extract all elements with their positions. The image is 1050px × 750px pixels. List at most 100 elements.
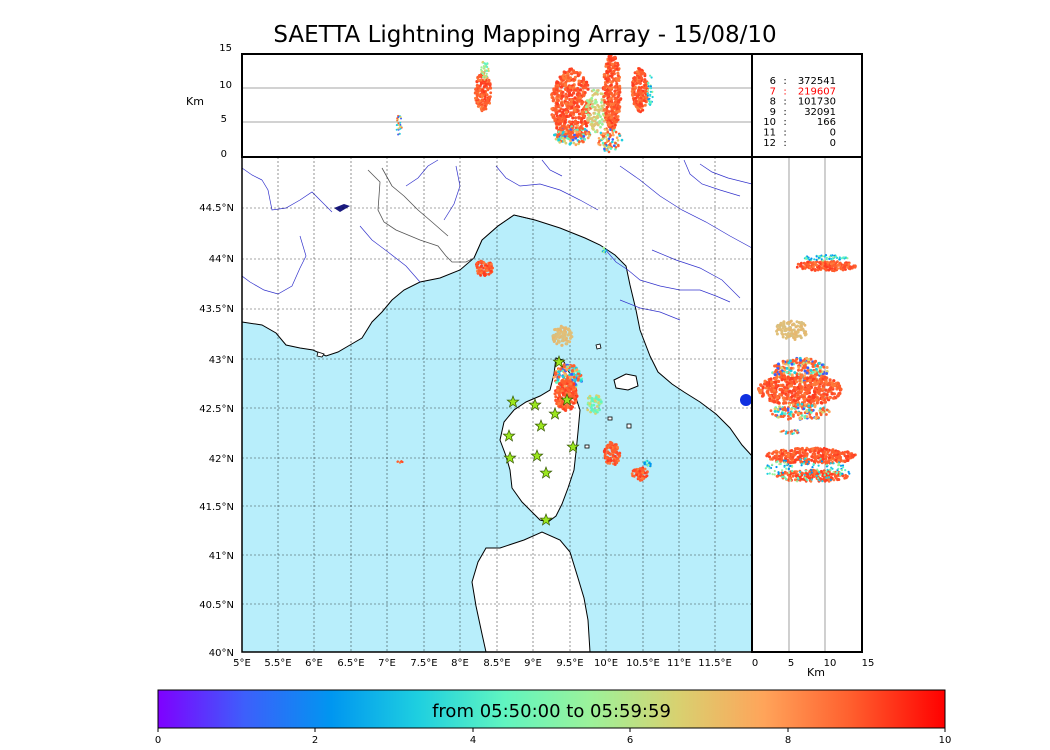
lightning-source	[785, 333, 789, 337]
lightning-source	[476, 83, 479, 87]
colorbar-tick: 2	[312, 735, 318, 746]
lightning-source	[813, 380, 817, 384]
lightning-source	[802, 407, 806, 411]
lightning-source	[399, 123, 402, 126]
lightning-source	[823, 255, 826, 258]
lightning-source	[398, 461, 402, 464]
lightning-source	[770, 457, 774, 461]
lightning-source	[483, 273, 487, 277]
lightning-source	[594, 396, 598, 399]
lightning-source	[568, 134, 572, 138]
lightning-source	[634, 468, 637, 472]
lightning-source	[605, 138, 609, 141]
lightning-source	[591, 126, 594, 130]
lightning-source	[803, 473, 806, 476]
lightning-source	[572, 141, 576, 145]
lightning-source	[478, 269, 481, 273]
lightning-source	[607, 77, 611, 81]
lightning-source	[821, 395, 825, 399]
lightning-source	[593, 409, 597, 412]
lightning-source	[846, 459, 850, 462]
lightning-source	[783, 412, 787, 415]
lightning-source	[831, 269, 834, 272]
lon-label: 6°E	[305, 658, 323, 669]
lightning-source	[832, 383, 837, 387]
lightning-source	[811, 267, 815, 271]
lightning-source	[606, 130, 609, 134]
lightning-source	[584, 110, 588, 114]
lightning-source	[816, 451, 820, 455]
lightning-source	[824, 447, 828, 451]
lightning-source	[604, 111, 608, 115]
station-star	[560, 393, 574, 406]
lightning-source	[489, 91, 493, 95]
lightning-source	[838, 454, 842, 458]
lightning-source	[605, 105, 609, 109]
lightning-source	[606, 66, 610, 69]
lightning-source	[783, 451, 787, 455]
altitude-latitude-panel	[751, 156, 863, 653]
lightning-source	[607, 110, 611, 114]
lightning-source	[602, 119, 606, 123]
lightning-source	[589, 113, 592, 117]
lightning-source	[615, 136, 619, 139]
lightning-source	[761, 392, 765, 396]
lightning-source	[761, 386, 765, 390]
lightning-source	[807, 395, 811, 399]
lightning-source	[395, 128, 398, 131]
lightning-source	[572, 364, 576, 368]
lightning-source	[574, 136, 578, 140]
lightning-source	[609, 147, 613, 150]
lightning-source	[593, 119, 597, 123]
lightning-source	[636, 468, 639, 471]
lightning-source	[474, 96, 477, 100]
lightning-source	[810, 478, 813, 481]
lightning-source	[565, 367, 569, 371]
lightning-source	[640, 76, 644, 80]
lightning-source	[830, 381, 834, 385]
lightning-source	[834, 455, 838, 459]
lightning-source	[810, 455, 814, 459]
lightning-source	[564, 141, 568, 145]
lightning-source	[482, 261, 486, 265]
lightning-source	[822, 365, 826, 369]
lon-label: 7.5°E	[410, 658, 437, 669]
lightning-source	[796, 262, 800, 266]
lightning-source	[588, 98, 592, 102]
colorbar-tick: 6	[627, 735, 633, 746]
lightning-source	[637, 477, 641, 480]
lightning-source	[571, 138, 575, 142]
lightning-source	[576, 377, 580, 381]
lightning-source	[639, 96, 643, 100]
lightning-source	[801, 395, 805, 399]
lightning-source	[810, 257, 813, 260]
lightning-source	[781, 359, 785, 363]
lat-label: 44°N	[209, 254, 234, 265]
lightning-source	[560, 339, 564, 343]
lightning-source	[616, 139, 620, 142]
lightning-source	[580, 139, 584, 143]
lightning-source	[785, 430, 788, 433]
lightning-source	[558, 122, 562, 126]
lightning-source	[613, 449, 617, 453]
lightning-source	[583, 127, 587, 131]
lightning-source	[479, 265, 483, 268]
lightning-source	[609, 134, 613, 137]
lightning-source	[824, 380, 828, 384]
lightning-source	[807, 408, 811, 412]
lightning-source	[616, 109, 620, 113]
lightning-source	[784, 388, 788, 392]
lightning-source	[615, 82, 619, 86]
lightning-source	[615, 445, 619, 449]
lightning-source	[572, 101, 576, 105]
lightning-source	[592, 111, 596, 115]
lightning-source	[806, 479, 809, 482]
lightning-source	[789, 366, 793, 370]
lightning-source	[799, 460, 803, 464]
lightning-source	[804, 256, 808, 259]
lightning-source	[795, 265, 799, 269]
lightning-source	[614, 141, 617, 145]
lightning-source	[602, 108, 606, 112]
lightning-source	[574, 143, 578, 147]
lightning-source	[606, 62, 610, 66]
